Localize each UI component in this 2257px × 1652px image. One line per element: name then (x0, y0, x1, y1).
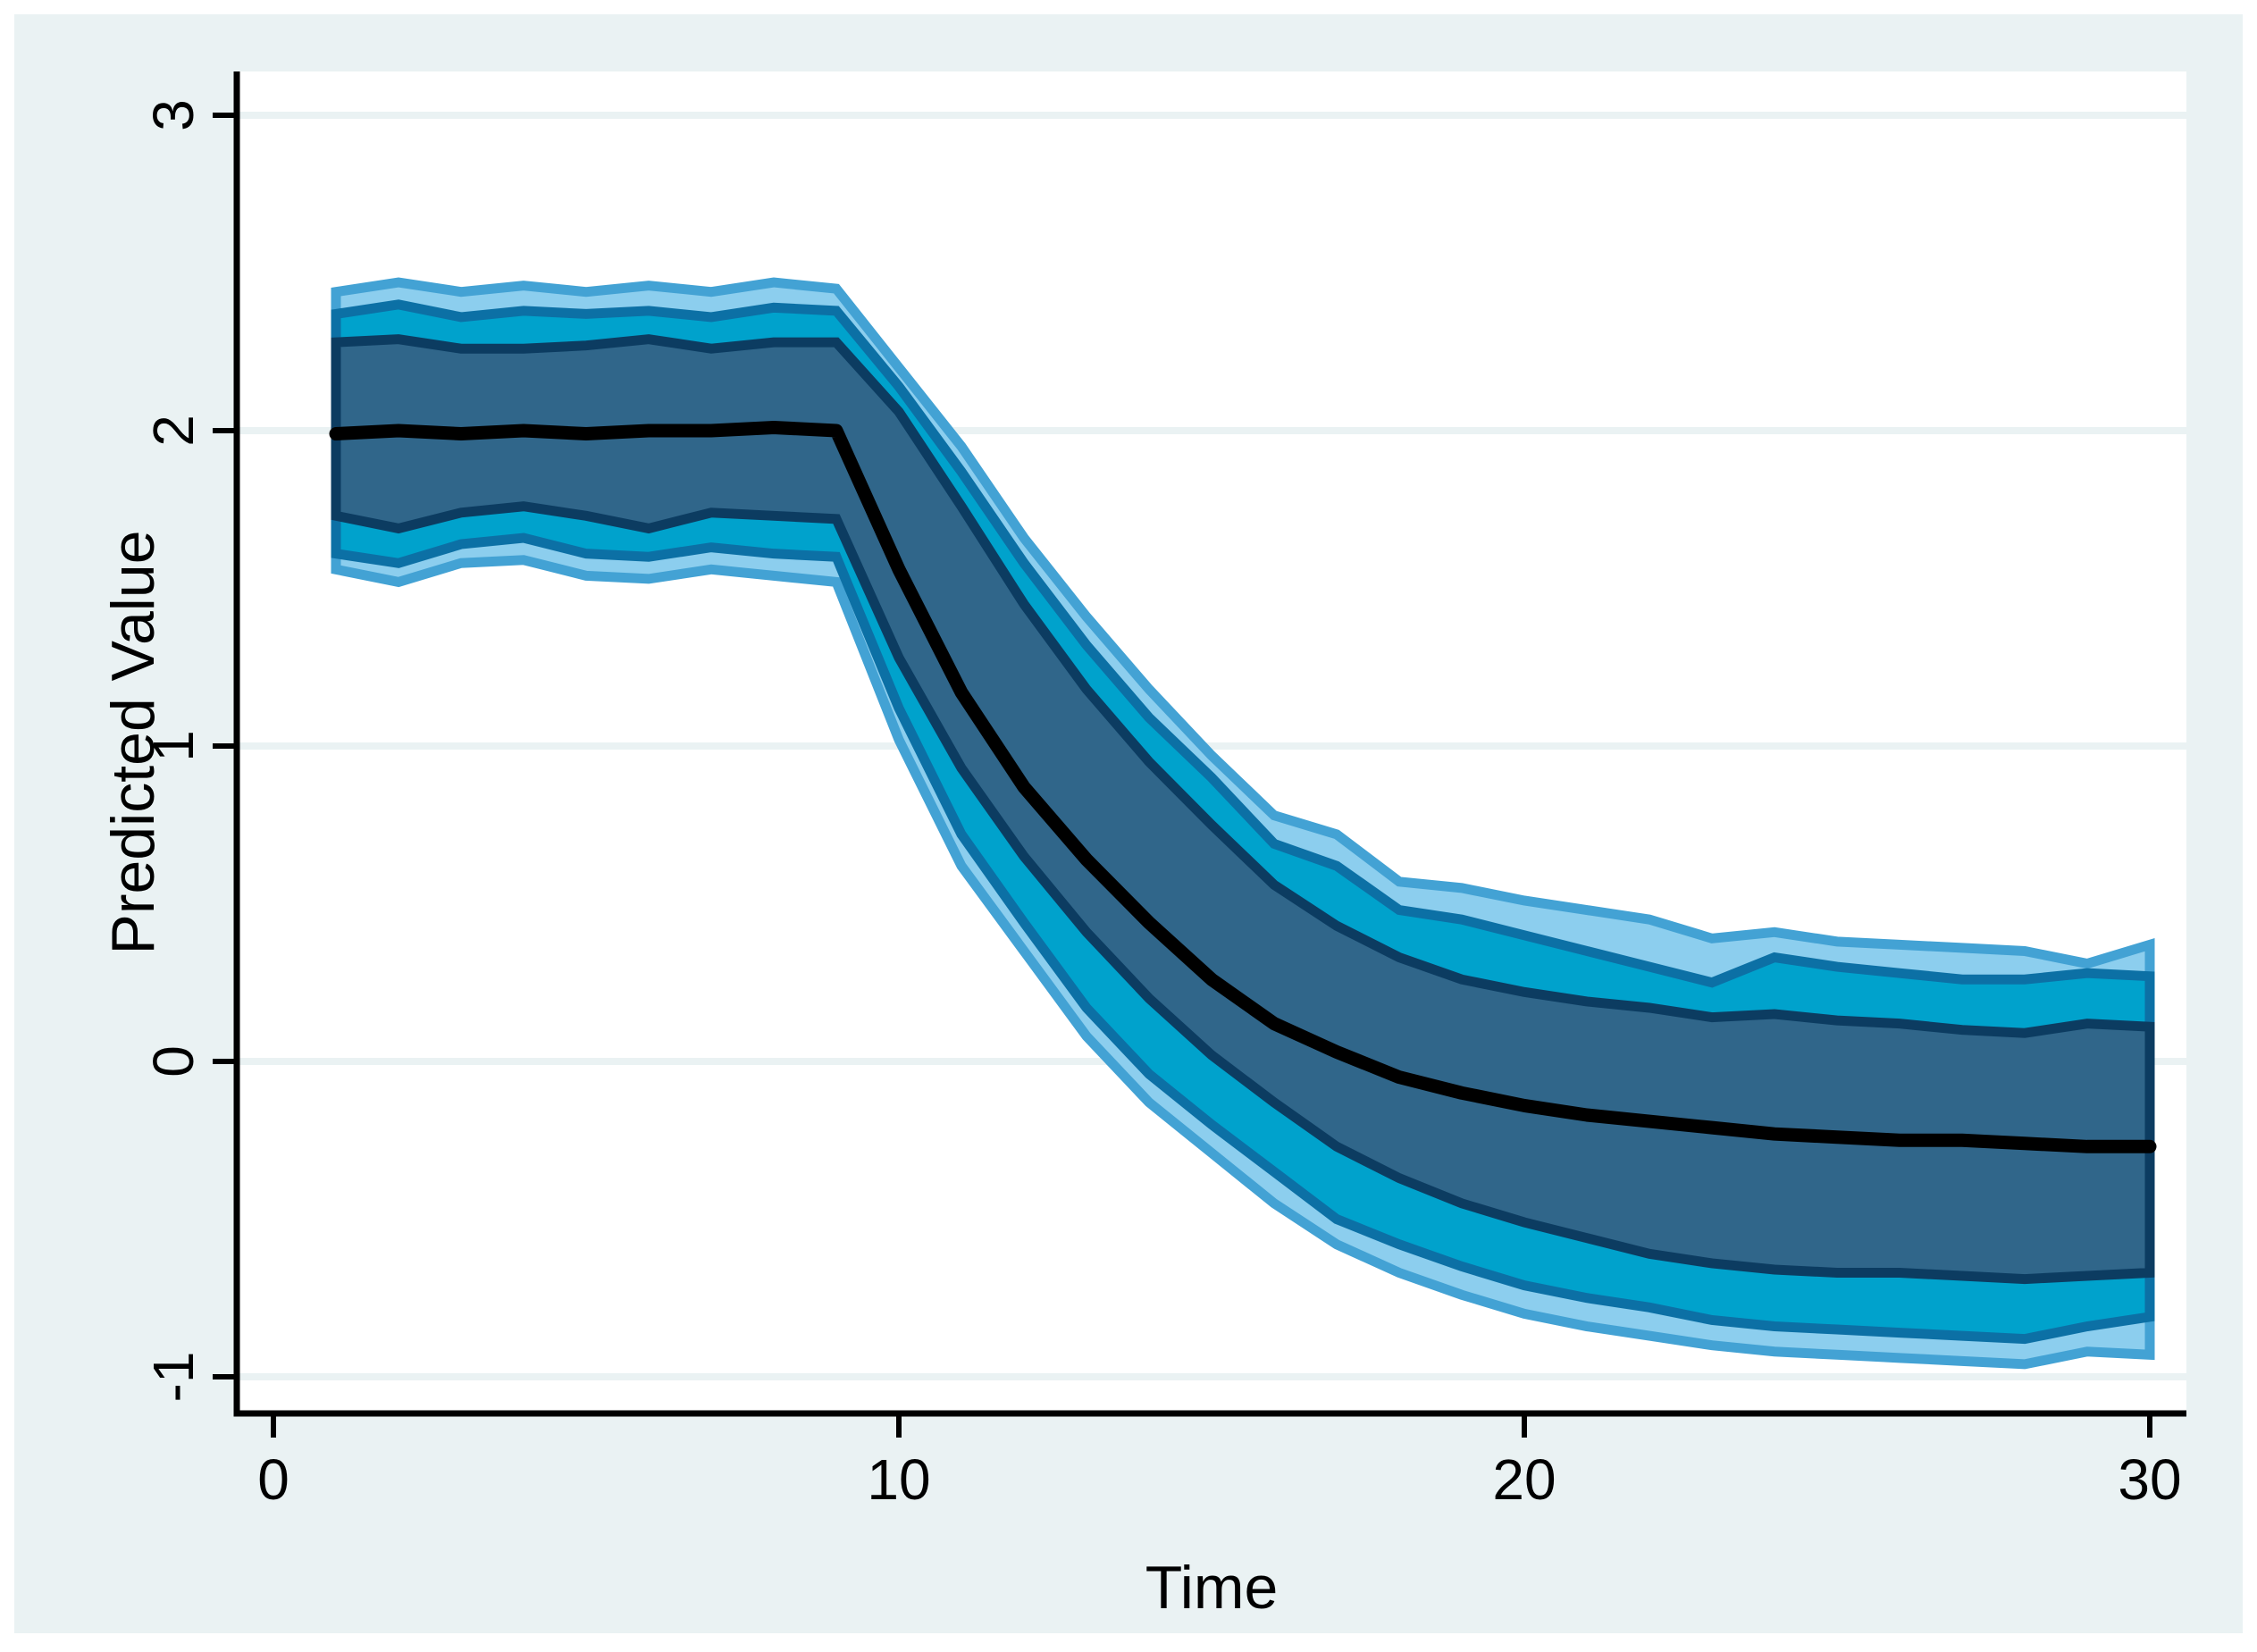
x-tick-label-20: 20 (1492, 1447, 1556, 1512)
x-axis-title: Time (1145, 1554, 1279, 1622)
predicted-median-line (329, 420, 2157, 1153)
y-tick-label-2: 2 (141, 415, 206, 447)
x-tick-label-0: 0 (257, 1447, 289, 1512)
y-axis-title: Predicted Value (99, 530, 167, 954)
y-tick-label-3: 3 (141, 99, 206, 131)
x-tick-label-30: 30 (2118, 1447, 2181, 1512)
inner-band-confidence-area (331, 334, 2155, 1285)
x-tick-label-10: 10 (867, 1447, 930, 1512)
y-tick-label-1: 1 (141, 730, 206, 762)
y-tick-label-0: 0 (141, 1045, 206, 1078)
y-tick-label--1: -1 (141, 1352, 206, 1403)
series-layer (329, 277, 2157, 1370)
